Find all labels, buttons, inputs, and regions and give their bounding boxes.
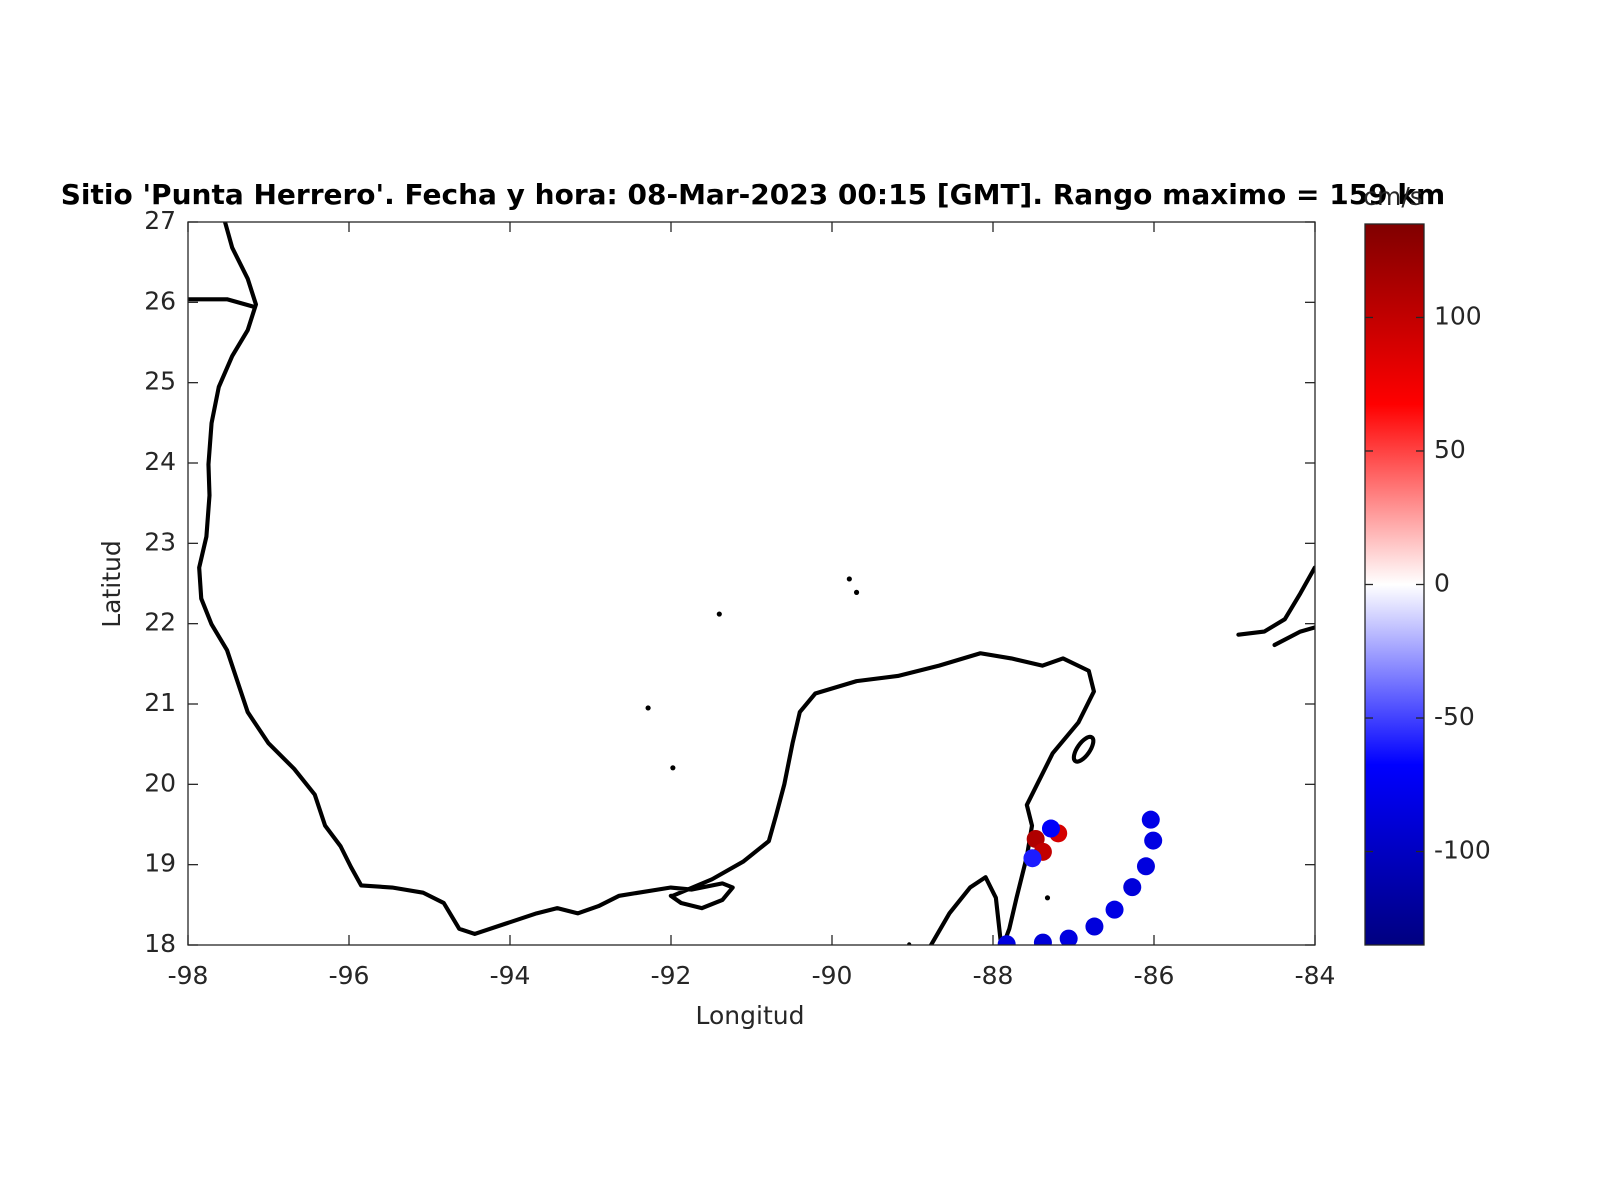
x-tick-label: -96 xyxy=(329,961,370,990)
velocity-point xyxy=(1059,929,1078,945)
velocity-point xyxy=(1123,878,1142,897)
y-tick-label: 27 xyxy=(144,206,176,235)
y-tick-label: 21 xyxy=(144,688,176,717)
y-tick-label: 23 xyxy=(144,527,176,556)
colorbar-tick-label: 0 xyxy=(1434,569,1450,598)
x-tick-label: -92 xyxy=(651,961,692,990)
colorbar xyxy=(1364,223,1425,946)
x-tick-label: -94 xyxy=(490,961,531,990)
velocity-point xyxy=(1033,933,1052,945)
velocity-point xyxy=(1141,810,1160,829)
y-tick-label: 18 xyxy=(144,929,176,958)
colorbar-tick-label: -100 xyxy=(1434,836,1491,865)
colorbar-tick-label: 100 xyxy=(1434,301,1482,330)
y-tick-label: 22 xyxy=(144,608,176,637)
velocity-point xyxy=(1105,900,1124,919)
chart-title: Sitio 'Punta Herrero'. Fecha y hora: 08-… xyxy=(61,178,1445,211)
x-tick-label: -86 xyxy=(1134,961,1175,990)
colorbar-tick-label: 50 xyxy=(1434,435,1466,464)
velocity-point xyxy=(1136,857,1155,876)
y-tick-label: 20 xyxy=(144,768,176,797)
y-tick-label: 19 xyxy=(144,849,176,878)
x-tick-label: -84 xyxy=(1295,961,1336,990)
velocity-point xyxy=(997,935,1016,945)
coastline xyxy=(188,222,1315,945)
colorbar-tick-label: -50 xyxy=(1434,702,1475,731)
colorbar-label: cm/s xyxy=(1363,182,1423,211)
velocity-point xyxy=(1144,831,1163,850)
y-tick-label: 24 xyxy=(144,447,176,476)
velocity-points xyxy=(997,810,1163,945)
x-tick-label: -98 xyxy=(168,961,209,990)
plot-frame xyxy=(187,221,1316,946)
y-tick-label: 25 xyxy=(144,367,176,396)
y-axis-label: Latitud xyxy=(97,540,126,628)
velocity-point xyxy=(1041,819,1060,838)
x-tick-label: -90 xyxy=(812,961,853,990)
y-tick-label: 26 xyxy=(144,286,176,315)
x-axis-label: Longitud xyxy=(696,1001,805,1030)
velocity-point xyxy=(1085,917,1104,936)
velocity-point xyxy=(1023,849,1042,868)
x-tick-label: -88 xyxy=(973,961,1014,990)
